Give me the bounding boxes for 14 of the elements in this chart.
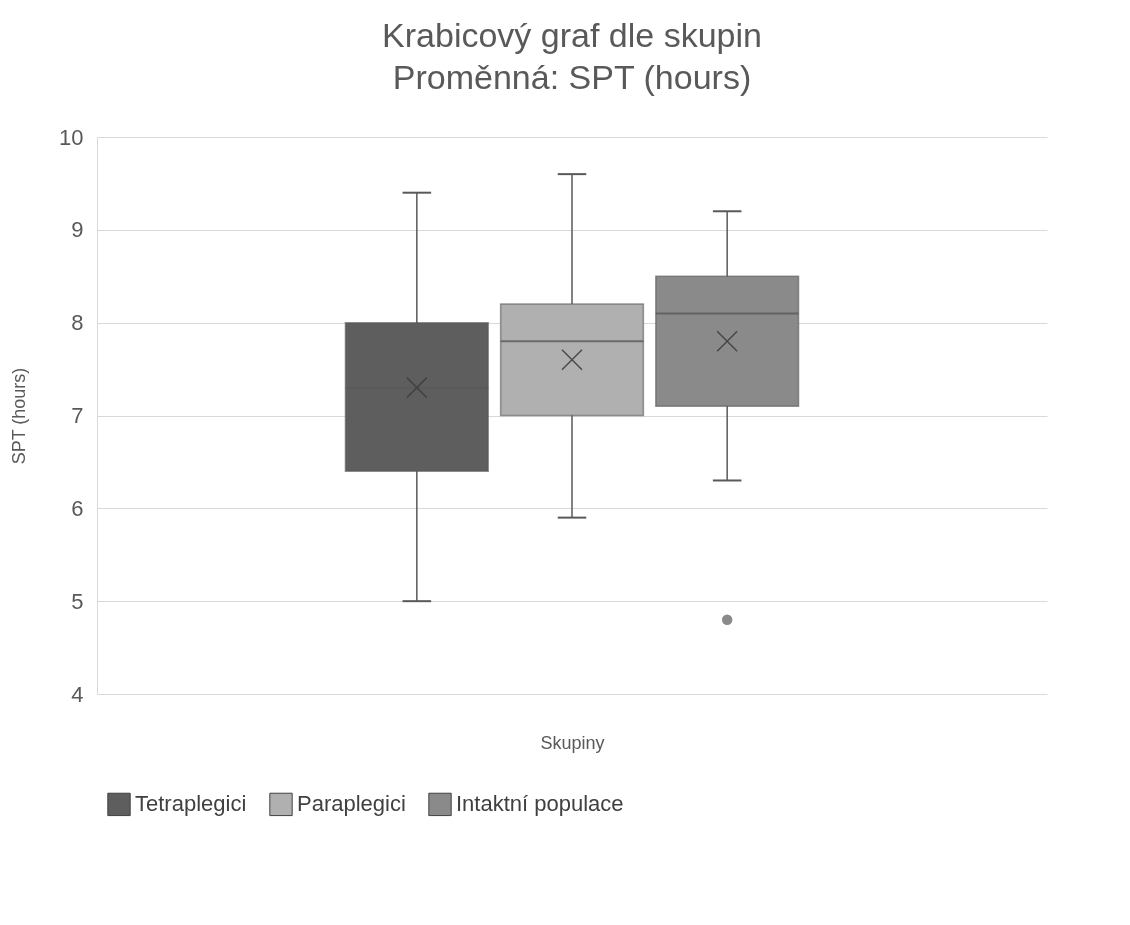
y-tick-label: 8: [71, 310, 84, 336]
y-tick-label: 7: [71, 403, 84, 428]
y-tick-label: 4: [71, 681, 84, 707]
y-tick-label: 10: [59, 124, 84, 150]
y-tick-label: 5: [71, 588, 84, 614]
y-tick-label: 6: [71, 495, 84, 521]
legend-label: Intaktní populace: [456, 791, 624, 817]
y-tick-label: 9: [71, 217, 84, 243]
chart-subtitle: Proměnná: SPT (hours): [392, 58, 752, 96]
x-axis-title: Skupiny: [540, 732, 605, 753]
y-axis-title: SPT (hours): [9, 367, 30, 465]
legend-label: Tetraplegici: [135, 791, 247, 817]
legend-label: Paraplegici: [297, 791, 406, 817]
chart-title: Krabicový graf dle skupin: [382, 16, 762, 54]
